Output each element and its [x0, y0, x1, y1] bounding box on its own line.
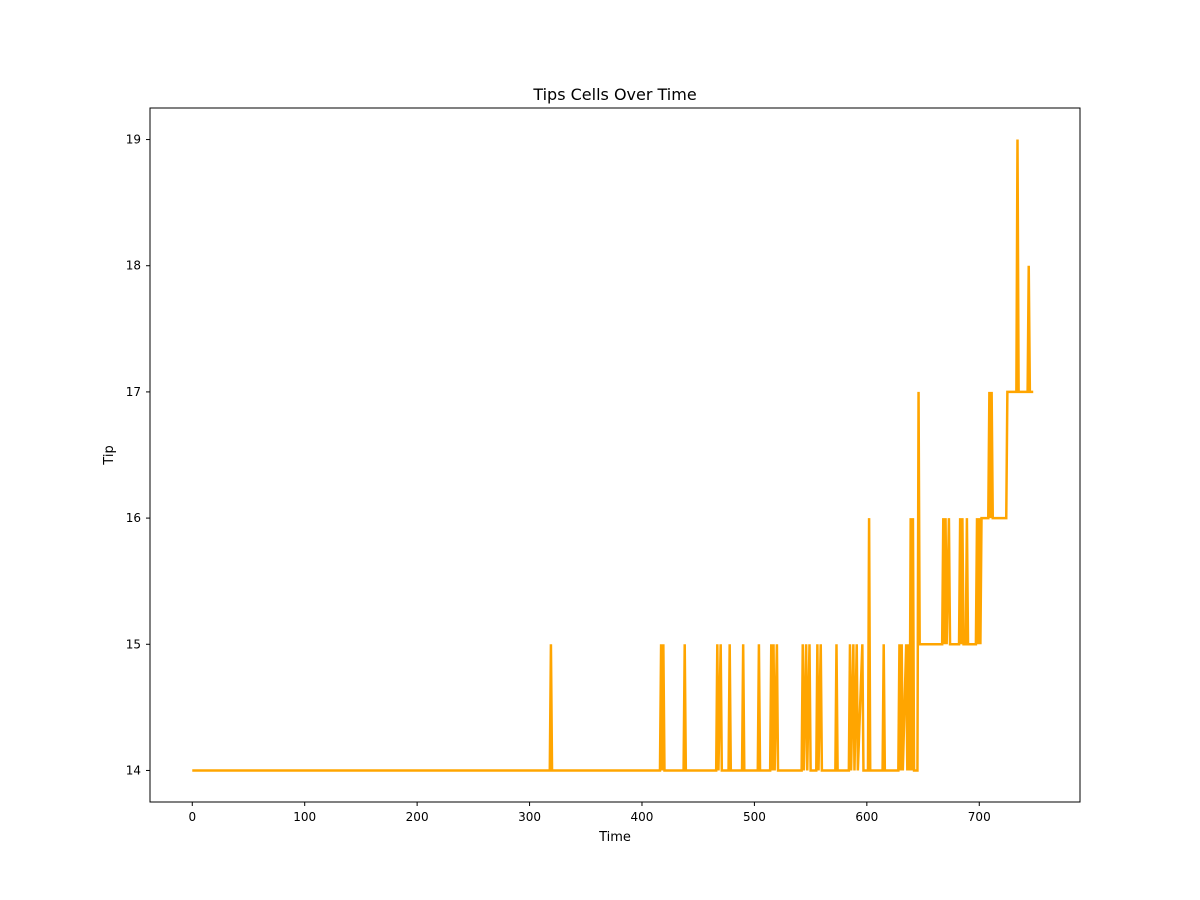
y-ticks: 14 15 16 17 18 19	[126, 133, 150, 777]
x-tick-label: 400	[631, 810, 654, 824]
y-axis-label: Tip	[102, 445, 117, 465]
y-tick-label: 15	[126, 637, 141, 651]
series-layer	[192, 139, 1034, 772]
y-tick-label: 19	[126, 133, 141, 147]
x-tick-label: 300	[518, 810, 541, 824]
x-ticks: 0 100 200 300 400 500 600 700	[188, 802, 991, 824]
x-tick-label: 700	[968, 810, 991, 824]
y-tick-label: 16	[126, 511, 141, 525]
x-tick-label: 600	[855, 810, 878, 824]
plot-area	[149, 107, 1081, 803]
y-tick-label: 14	[126, 763, 141, 777]
x-tick-label: 0	[188, 810, 196, 824]
series-line-0	[192, 139, 1034, 772]
x-axis-label: Time	[598, 830, 631, 845]
y-tick-label: 18	[126, 259, 141, 273]
y-tick-label: 17	[126, 385, 141, 399]
x-tick-label: 500	[743, 810, 766, 824]
x-tick-label: 100	[293, 810, 316, 824]
x-tick-label: 200	[406, 810, 429, 824]
chart-title: Tips Cells Over Time	[532, 85, 696, 104]
